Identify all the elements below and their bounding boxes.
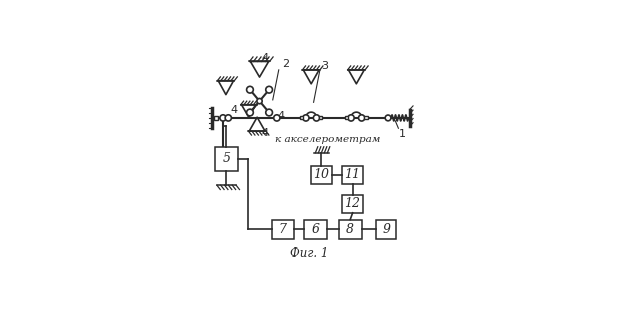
Text: 4: 4 bbox=[231, 105, 238, 115]
Bar bbox=[319, 116, 323, 119]
Text: 10: 10 bbox=[314, 168, 330, 182]
Circle shape bbox=[246, 109, 253, 116]
Circle shape bbox=[246, 86, 253, 93]
Text: 8: 8 bbox=[346, 223, 354, 236]
Bar bbox=[345, 116, 348, 119]
FancyBboxPatch shape bbox=[271, 220, 294, 239]
Text: 4: 4 bbox=[262, 53, 269, 63]
Text: 2: 2 bbox=[282, 59, 289, 69]
Text: Фиг. 1: Фиг. 1 bbox=[289, 247, 328, 260]
FancyBboxPatch shape bbox=[339, 220, 362, 239]
Text: 9: 9 bbox=[382, 223, 390, 236]
Circle shape bbox=[303, 115, 309, 121]
Text: 3: 3 bbox=[321, 61, 328, 71]
FancyBboxPatch shape bbox=[342, 195, 363, 213]
FancyBboxPatch shape bbox=[215, 147, 238, 171]
Circle shape bbox=[225, 115, 232, 121]
Text: 4: 4 bbox=[262, 128, 269, 138]
Circle shape bbox=[220, 115, 226, 121]
Circle shape bbox=[358, 115, 365, 121]
Circle shape bbox=[348, 115, 354, 121]
Text: 4: 4 bbox=[278, 111, 285, 121]
Circle shape bbox=[257, 99, 262, 104]
Circle shape bbox=[266, 109, 273, 116]
Circle shape bbox=[266, 86, 273, 93]
Bar bbox=[300, 116, 303, 119]
Circle shape bbox=[385, 115, 391, 121]
Circle shape bbox=[314, 115, 319, 121]
Text: 11: 11 bbox=[344, 168, 360, 182]
Bar bbox=[364, 116, 367, 119]
FancyBboxPatch shape bbox=[342, 166, 363, 184]
Text: к акселерометрам: к акселерометрам bbox=[275, 134, 380, 144]
Text: 7: 7 bbox=[279, 223, 287, 236]
Text: 6: 6 bbox=[312, 223, 319, 236]
FancyBboxPatch shape bbox=[311, 166, 332, 184]
FancyBboxPatch shape bbox=[376, 220, 396, 239]
FancyBboxPatch shape bbox=[304, 220, 327, 239]
Text: 1: 1 bbox=[399, 129, 406, 139]
Circle shape bbox=[274, 115, 280, 121]
Bar bbox=[214, 116, 218, 120]
Text: 5: 5 bbox=[223, 152, 230, 165]
Text: 12: 12 bbox=[344, 197, 360, 210]
